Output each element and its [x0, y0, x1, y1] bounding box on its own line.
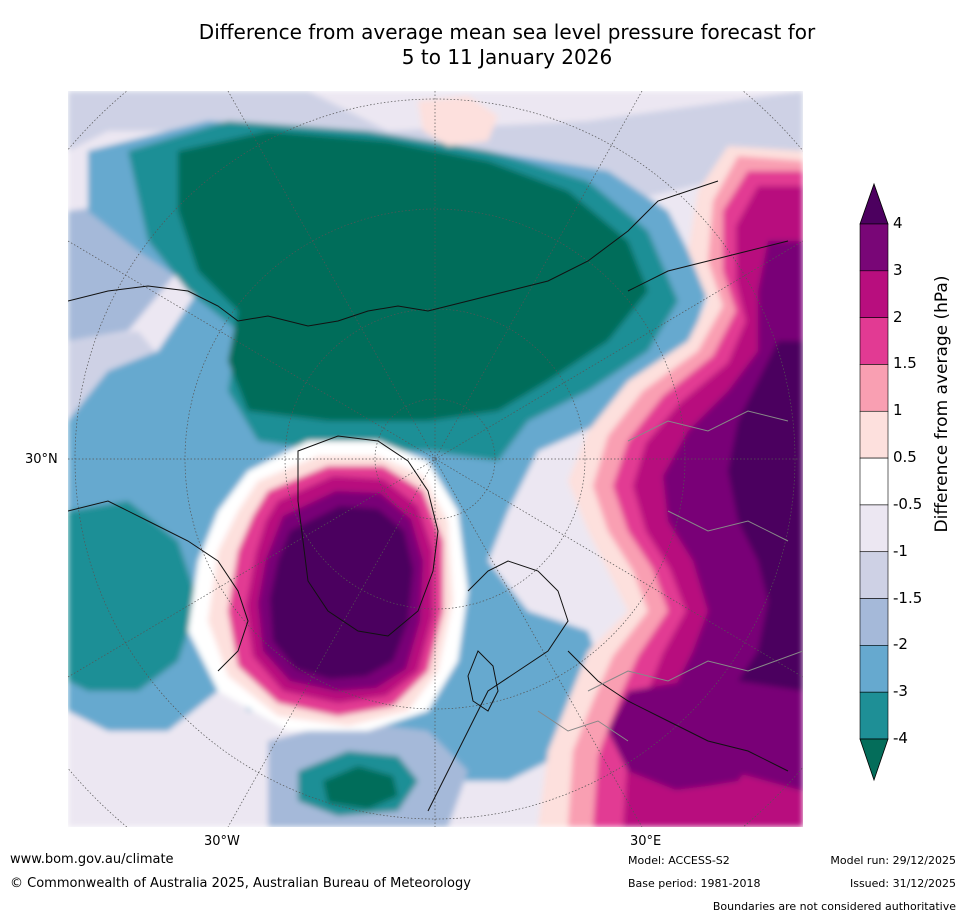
colorbar-tick: 3 — [893, 260, 903, 279]
pressure-anomaly-map — [68, 91, 803, 827]
coastlines — [68, 180, 789, 812]
anomaly-region — [418, 96, 498, 146]
colorbar-tick: 1 — [893, 401, 903, 420]
graticule-line — [68, 240, 803, 678]
footer-issued: Issued: 31/12/2025 — [849, 877, 956, 890]
colorbar-segment — [859, 317, 889, 365]
footer-model-run: Model run: 29/12/2025 — [830, 854, 956, 867]
title-line-2: 5 to 11 January 2026 — [401, 45, 613, 69]
colorbar-title: Difference from average (hPa) — [932, 275, 952, 533]
graticule-line — [227, 91, 643, 827]
boundary — [587, 650, 803, 692]
anomaly-region — [270, 506, 413, 679]
colorbar-arrow-bottom — [859, 738, 889, 782]
lon-label-30e: 30°E — [630, 834, 662, 849]
boundary — [627, 410, 789, 442]
anomaly-region — [728, 341, 803, 691]
graticule — [68, 91, 803, 827]
anomaly-region — [608, 681, 768, 791]
colorbar-segment — [859, 551, 889, 599]
footer-boundaries: Boundaries are not considered authoritat… — [712, 900, 956, 913]
boundary — [667, 510, 789, 542]
map-panel[interactable] — [68, 91, 803, 827]
colorbar-tick: -0.5 — [893, 494, 923, 513]
colorbar-tick: 0.5 — [893, 448, 917, 467]
boundaries — [537, 410, 803, 742]
coastline — [68, 500, 249, 672]
title-line-1: Difference from average mean sea level p… — [198, 20, 816, 44]
colorbar-tick: 4 — [893, 214, 903, 232]
colorbar-tick: -1 — [893, 541, 908, 560]
colorbar-segment — [859, 645, 889, 693]
colorbar-segment — [859, 504, 889, 553]
boundary — [537, 710, 629, 742]
footer-base-period: Base period: 1981-2018 — [628, 877, 761, 890]
coastline — [68, 180, 719, 327]
colorbar-tick: 1.5 — [893, 354, 917, 373]
coastline-greenland — [297, 435, 439, 637]
coastline — [627, 240, 789, 292]
colorbar-tick: -2 — [893, 635, 908, 654]
colorbar-tick: -4 — [893, 729, 908, 747]
colorbar-segment — [859, 223, 889, 272]
anomaly-region — [668, 781, 803, 827]
coastline-british-isles — [467, 650, 499, 712]
coastline — [567, 650, 789, 772]
colorbar-segments — [859, 223, 889, 740]
graticule-line — [227, 91, 643, 827]
colorbar-segment — [859, 364, 889, 412]
colorbar-segment — [859, 410, 889, 459]
footer-model: Model: ACCESS-S2 — [628, 854, 730, 867]
coastline-europe — [427, 560, 569, 812]
colorbar-tick: 2 — [893, 307, 903, 326]
colorbar-segment — [859, 270, 889, 318]
anomaly-region — [68, 501, 198, 691]
colorbar-segment — [859, 457, 889, 506]
chart-title: Difference from average mean sea level p… — [0, 20, 965, 70]
colorbar-tick: -1.5 — [893, 588, 923, 607]
anomaly-region — [178, 131, 648, 421]
colorbar-segment — [859, 598, 889, 646]
colorbar-arrow-top — [859, 182, 889, 225]
lat-label-30n: 30°N — [25, 452, 58, 467]
footer-url[interactable]: www.bom.gov.au/climate — [10, 852, 174, 867]
colorbar-tick: -3 — [893, 682, 908, 701]
footer-copyright: © Commonwealth of Australia 2025, Austra… — [10, 876, 471, 891]
anomaly-region — [323, 766, 398, 809]
lon-label-30w: 30°W — [204, 834, 240, 849]
colorbar-segment — [859, 691, 889, 740]
